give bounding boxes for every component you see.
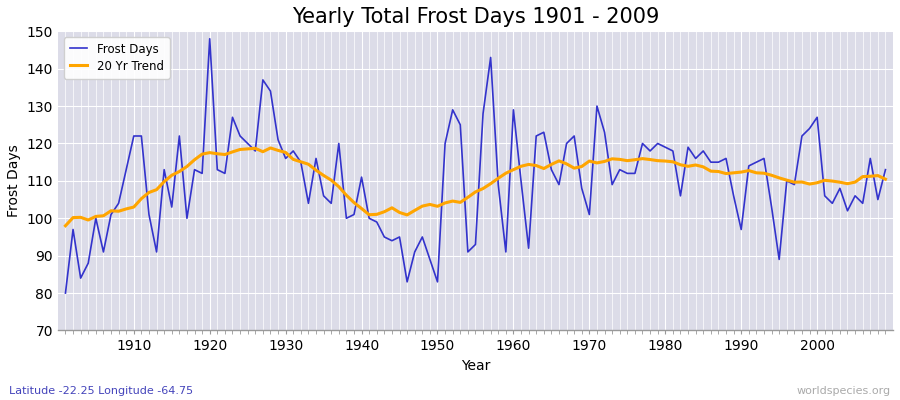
Line: Frost Days: Frost Days xyxy=(66,39,886,293)
Text: worldspecies.org: worldspecies.org xyxy=(796,386,891,396)
Title: Yearly Total Frost Days 1901 - 2009: Yearly Total Frost Days 1901 - 2009 xyxy=(292,7,659,27)
Frost Days xyxy=(516,178,526,183)
Frost Days xyxy=(341,216,352,221)
20 Yr Trend xyxy=(508,167,518,172)
20 Yr Trend xyxy=(607,156,617,161)
Line: 20 Yr Trend: 20 Yr Trend xyxy=(66,148,886,226)
Frost Days xyxy=(295,160,306,164)
Frost Days xyxy=(508,108,518,112)
20 Yr Trend xyxy=(880,177,891,182)
20 Yr Trend xyxy=(266,146,276,150)
20 Yr Trend xyxy=(60,223,71,228)
X-axis label: Year: Year xyxy=(461,359,491,373)
20 Yr Trend xyxy=(341,193,352,198)
Frost Days xyxy=(121,167,131,172)
Text: Latitude -22.25 Longitude -64.75: Latitude -22.25 Longitude -64.75 xyxy=(9,386,194,396)
Frost Days xyxy=(60,291,71,296)
Frost Days xyxy=(607,182,617,187)
20 Yr Trend xyxy=(121,206,131,211)
20 Yr Trend xyxy=(295,160,306,164)
20 Yr Trend xyxy=(516,164,526,169)
Legend: Frost Days, 20 Yr Trend: Frost Days, 20 Yr Trend xyxy=(64,37,170,78)
Y-axis label: Frost Days: Frost Days xyxy=(7,144,21,217)
Frost Days xyxy=(204,36,215,41)
Frost Days xyxy=(880,167,891,172)
